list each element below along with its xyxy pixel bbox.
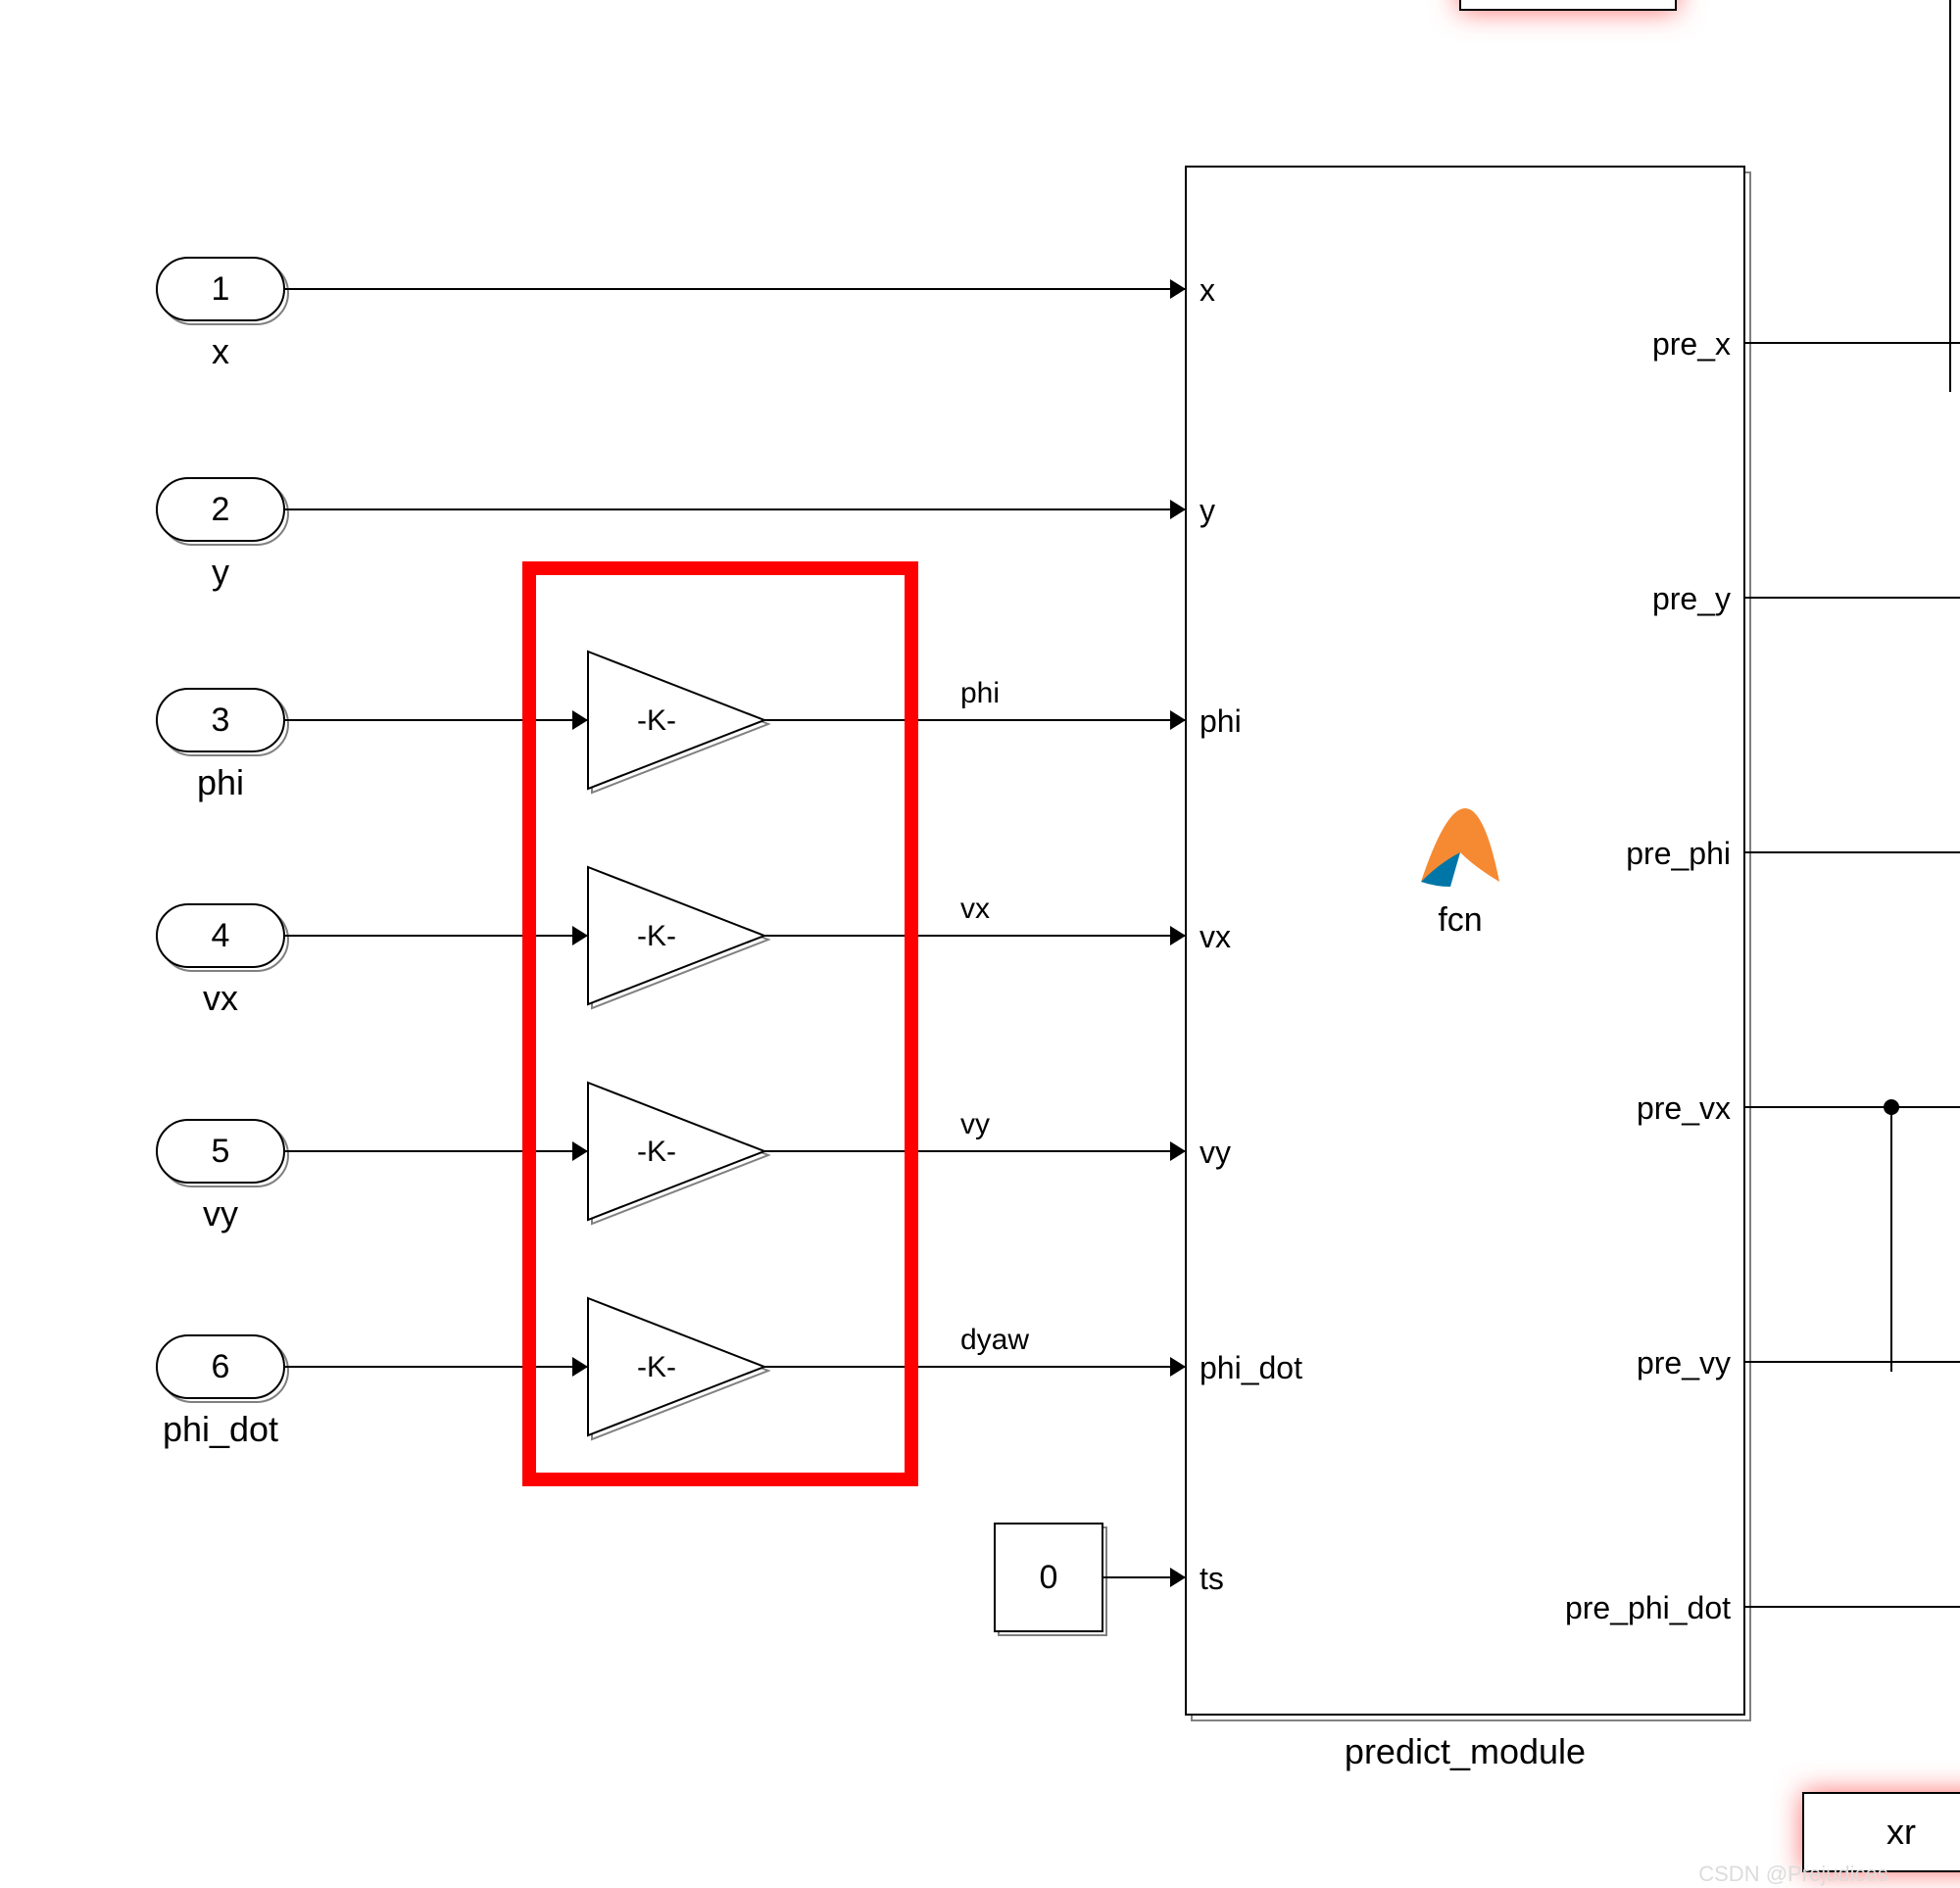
inport-number: 6: [212, 1348, 230, 1385]
gain-text: -K-: [637, 920, 676, 952]
inport-label: phi_dot: [163, 1409, 278, 1449]
inport-number: 4: [212, 917, 230, 954]
fcn-icon-label: fcn: [1438, 901, 1482, 939]
constant-value: 0: [1040, 1559, 1058, 1596]
inport-x[interactable]: 1x: [157, 258, 1186, 371]
gain-text: -K-: [637, 1136, 676, 1168]
constant-block[interactable]: 0: [995, 1524, 1186, 1635]
fcn-input-label: vx: [1200, 919, 1231, 954]
gain-block-0[interactable]: -K-phi: [588, 652, 1186, 793]
gain-block-1[interactable]: -K-vx: [588, 867, 1186, 1008]
inport-label: phi: [197, 762, 244, 802]
fcn-input-label: vy: [1200, 1135, 1231, 1170]
inport-number: 5: [212, 1133, 230, 1170]
fcn-input-label: x: [1200, 272, 1215, 308]
fcn-output-label: pre_phi_dot: [1565, 1590, 1731, 1625]
fcn-block-label: predict_module: [1345, 1731, 1586, 1771]
inport-number: 1: [212, 270, 230, 308]
fcn-output-label: pre_y: [1652, 581, 1731, 616]
gain-text: -K-: [637, 704, 676, 737]
inport-number: 2: [212, 491, 230, 528]
gain-output-label: phi: [960, 677, 1000, 709]
gain-output-label: vx: [960, 893, 990, 925]
fcn-block[interactable]: x y phi vx vy phi_dotts pre_x pre_y pre_phi pre_v…: [1186, 167, 1960, 1771]
fcn-input-label: ts: [1200, 1561, 1224, 1596]
inport-label: vy: [203, 1193, 238, 1234]
fcn-input-label: phi_dot: [1200, 1350, 1302, 1385]
fcn-output-label: pre_x: [1652, 326, 1731, 362]
bottom-glow-block: xr: [1803, 1793, 1960, 1871]
gain-block-2[interactable]: -K-vy: [588, 1083, 1186, 1224]
fcn-output-label: pre_vx: [1637, 1090, 1731, 1126]
inport-label: vx: [203, 978, 238, 1018]
gain-text: -K-: [637, 1351, 676, 1383]
watermark: CSDN @Prejudices: [1698, 1862, 1888, 1886]
fcn-output-label: pre_vy: [1637, 1345, 1731, 1380]
fcn-input-label: phi: [1200, 703, 1242, 739]
gain-block-3[interactable]: -K-dyaw: [588, 1298, 1186, 1439]
gain-output-label: vy: [960, 1108, 990, 1140]
gain-output-label: dyaw: [960, 1324, 1029, 1356]
svg-text:xr: xr: [1886, 1812, 1916, 1852]
inport-label: x: [212, 331, 229, 371]
fcn-input-label: y: [1200, 493, 1215, 528]
fcn-output-label: pre_phi: [1626, 836, 1731, 871]
inport-label: y: [212, 552, 229, 592]
inport-number: 3: [212, 702, 230, 739]
